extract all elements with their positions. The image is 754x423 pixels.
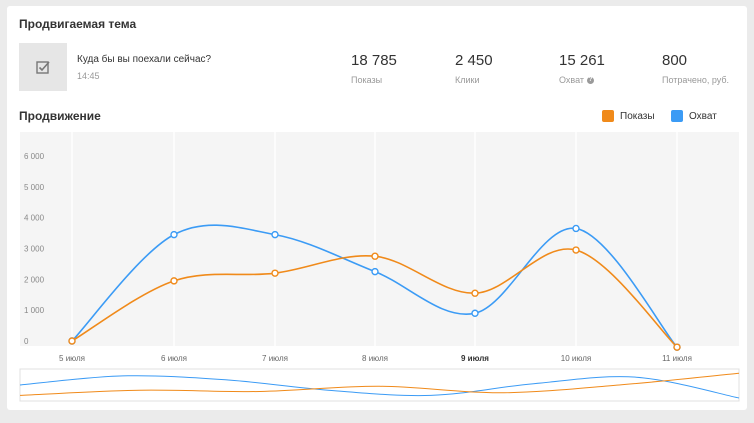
stat-label: Охват — [559, 75, 585, 85]
x-tick-label: 10 июля — [561, 354, 591, 363]
stat-impressions: 18 785 Показы — [351, 52, 397, 85]
y-tick-label: 1 000 — [24, 306, 45, 315]
help-icon[interactable]: ? — [587, 76, 595, 84]
legend-label: Показы — [620, 110, 655, 122]
legend-item-reach[interactable]: Охват — [671, 110, 717, 122]
topic-thumbnail[interactable] — [19, 43, 67, 91]
stat-value: 15 261 — [559, 52, 605, 69]
x-tick-label: 11 июля — [662, 354, 692, 363]
topic-time: 14:45 — [77, 71, 100, 81]
stat-reach: 15 261 Охват? — [559, 52, 605, 85]
checkbox-edit-icon — [36, 61, 50, 74]
stat-label: Клики — [455, 75, 480, 85]
line-chart: 0 1 000 2 000 3 000 4 000 5 000 6 000 5 июля 6 и… — [19, 132, 740, 402]
stat-spent: 800 Потрачено, руб. — [662, 52, 729, 85]
data-point[interactable] — [572, 246, 580, 254]
stat-value: 2 450 — [455, 52, 493, 69]
data-point[interactable] — [371, 252, 379, 260]
navigator[interactable] — [19, 368, 740, 402]
stat-value: 18 785 — [351, 52, 397, 69]
stat-value: 800 — [662, 52, 688, 69]
legend-swatch — [671, 110, 683, 122]
data-point[interactable] — [471, 289, 479, 297]
data-point[interactable] — [673, 343, 681, 351]
stat-label: Показы — [351, 75, 383, 85]
promotion-title: Продвижение — [19, 109, 101, 123]
legend-swatch — [602, 110, 614, 122]
navigator-line-reach — [19, 375, 740, 399]
x-tick-label: 5 июля — [59, 354, 85, 363]
data-point[interactable] — [572, 224, 580, 233]
data-point[interactable] — [271, 269, 279, 277]
data-point[interactable] — [170, 230, 178, 239]
y-tick-label: 3 000 — [24, 245, 45, 254]
plot-area — [20, 132, 739, 346]
stat-clicks: 2 450 Клики — [455, 52, 493, 85]
section-title: Продвигаемая тема — [19, 17, 137, 31]
y-tick-label: 2 000 — [24, 275, 45, 284]
data-point[interactable] — [68, 337, 76, 345]
legend-item-impressions[interactable]: Показы — [602, 110, 655, 122]
data-point[interactable] — [371, 267, 379, 276]
x-tick-label: 6 июля — [161, 354, 187, 363]
y-tick-label: 6 000 — [24, 152, 45, 161]
x-tick-label: 7 июля — [262, 354, 288, 363]
navigator-line-impressions — [19, 372, 740, 396]
x-tick-label: 8 июля — [362, 354, 388, 363]
data-point[interactable] — [471, 309, 479, 317]
y-tick-label: 5 000 — [24, 183, 45, 192]
y-tick-label: 4 000 — [24, 214, 45, 223]
topic-title[interactable]: Куда бы вы поехали сейчас? — [77, 54, 212, 65]
promoted-topic-card: Продвигаемая тема Куда бы вы поехали сей… — [7, 6, 747, 410]
y-tick-label: 0 — [24, 337, 29, 346]
data-point[interactable] — [271, 230, 279, 239]
data-point[interactable] — [170, 277, 178, 285]
stat-label: Потрачено, руб. — [662, 75, 730, 85]
x-tick-label: 9 июля — [461, 354, 489, 363]
legend-label: Охват — [689, 110, 717, 122]
